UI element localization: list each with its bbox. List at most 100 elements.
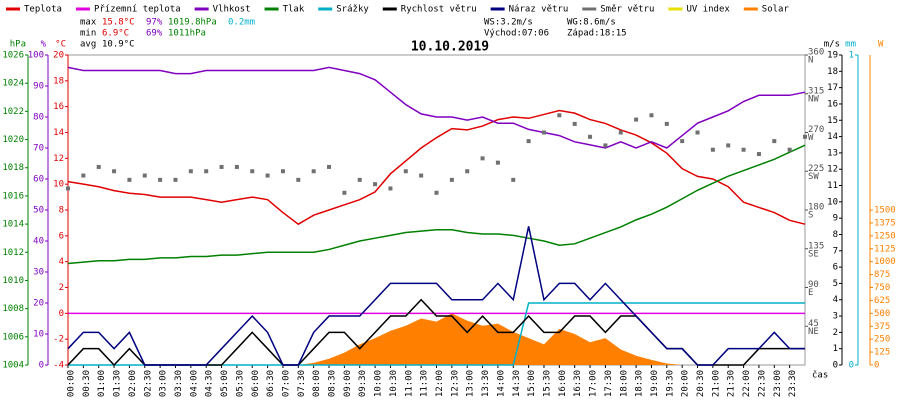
y-tick-label: 0: [874, 361, 879, 371]
y-tick-label: 625: [874, 296, 890, 306]
y-tick-label: 20: [33, 299, 44, 309]
direction-point: [449, 177, 454, 182]
dir-tick-label: W: [808, 133, 814, 143]
direction-point: [541, 130, 546, 135]
dir-tick-label: N: [808, 56, 813, 66]
x-tick-label: 10:00: [374, 370, 384, 397]
y-tick-label: 1026: [2, 51, 24, 61]
info-value: 15.8°C: [102, 18, 135, 28]
y-tick-label: 90: [33, 82, 44, 92]
y-tick-label: 1018: [2, 163, 24, 173]
direction-point: [495, 160, 500, 165]
y-tick-label: 375: [874, 322, 890, 332]
dir-tick-label: E: [808, 288, 813, 298]
y-tick-label: 750: [874, 283, 890, 293]
y-tick-label: 2: [59, 283, 64, 293]
x-tick-label: 08:30: [328, 370, 338, 397]
legend-label: Náraz větru: [509, 5, 569, 15]
x-tick-label: 07:00: [281, 370, 291, 397]
info-label: min: [80, 29, 96, 39]
legend-label: UV index: [686, 5, 730, 15]
y-tick-label: 500: [874, 309, 890, 319]
y-tick-label: 875: [874, 270, 890, 280]
y-tick-label: 70: [33, 144, 44, 154]
direction-point: [66, 186, 70, 191]
x-tick-label: 02:00: [128, 370, 138, 397]
x-tick-label: 07:30: [297, 370, 307, 397]
x-tick-label: 18:30: [635, 370, 645, 397]
y-tick-label: 17: [827, 83, 838, 93]
direction-point: [572, 121, 577, 126]
direction-point: [265, 173, 270, 178]
info-value: 1019.8hPa: [168, 18, 217, 28]
y-tick-label: 1020: [2, 135, 24, 145]
dir-tick-value: 90: [808, 280, 819, 290]
y-tick-label: 40: [33, 237, 44, 247]
chart-title: 10.10.2019: [411, 40, 489, 55]
info-sun: Západ:18:15: [567, 29, 627, 39]
x-tick-label: 14:30: [512, 370, 522, 397]
direction-point: [327, 164, 332, 169]
x-tick-label: 17:00: [589, 370, 599, 397]
y-tick-label: 2: [833, 328, 838, 338]
dir-tick-label: SE: [808, 249, 819, 259]
y-tick-label: 1375: [874, 218, 896, 228]
y-tick-label: 16: [827, 99, 838, 109]
x-tick-label: 01:00: [97, 370, 107, 397]
direction-point: [618, 130, 623, 135]
series-line: [67, 226, 805, 366]
x-tick-label: 00:00: [67, 370, 77, 397]
direction-point: [480, 156, 485, 161]
x-tick-label: 12:00: [435, 370, 445, 397]
y-tick-label: 50: [33, 206, 44, 216]
direction-point: [664, 121, 669, 126]
x-tick-label: 17:30: [604, 370, 614, 397]
x-tick-label: 18:00: [619, 370, 629, 397]
y-tick-label: 1: [833, 344, 838, 354]
y-tick-label: 10: [53, 180, 64, 190]
y-tick-label: 250: [874, 335, 890, 345]
info-wind: WG:8.6m/s: [567, 18, 616, 28]
x-tick-label: 06:30: [266, 370, 276, 397]
x-tick-label: 12:30: [450, 370, 460, 397]
x-tick-label: 19:00: [650, 370, 660, 397]
y-tick-label: 6: [833, 263, 838, 273]
axis-label: °C: [55, 40, 66, 50]
axis-label: mm: [845, 40, 856, 50]
x-tick-label: 21:00: [711, 370, 721, 397]
x-tick-label: 11:30: [420, 370, 430, 397]
x-tick-label: 14:00: [496, 370, 506, 397]
y-tick-label: 1016: [2, 191, 24, 201]
legend-label: Teplota: [24, 5, 62, 15]
legend-label: Rychlost větru: [401, 5, 477, 15]
x-tick-label: 23:00: [773, 370, 783, 397]
y-tick-label: 19: [827, 51, 838, 61]
y-tick-label: 12: [53, 154, 64, 164]
x-tick-label: 00:30: [82, 370, 92, 397]
y-tick-label: 3: [833, 312, 838, 322]
y-tick-label: 1004: [2, 361, 24, 371]
y-tick-label: 4: [833, 295, 838, 305]
dir-tick-value: 270: [808, 125, 824, 135]
y-tick-label: 1008: [2, 304, 24, 314]
y-tick-label: 1000: [874, 257, 896, 267]
y-tick-label: 30: [33, 268, 44, 278]
series-line: [67, 144, 806, 265]
direction-point: [342, 190, 347, 195]
y-tick-label: 0: [39, 361, 44, 371]
info-sun: Východ:07:06: [484, 29, 549, 39]
direction-point: [127, 177, 132, 182]
y-tick-label: 0: [833, 361, 838, 371]
legend-label: Srážky: [336, 5, 369, 15]
y-tick-label: 1010: [2, 276, 24, 286]
y-tick-label: -4: [53, 361, 64, 371]
info-value: 6.9°C: [102, 29, 129, 39]
y-tick-label: 13: [827, 148, 838, 158]
direction-point: [81, 173, 86, 178]
y-tick-label: 8: [59, 206, 64, 216]
direction-point: [434, 190, 439, 195]
legend-label: Přízemní teplota: [94, 5, 181, 15]
direction-point: [112, 169, 117, 174]
y-tick-label: 1006: [2, 332, 24, 342]
direction-point: [158, 177, 163, 182]
